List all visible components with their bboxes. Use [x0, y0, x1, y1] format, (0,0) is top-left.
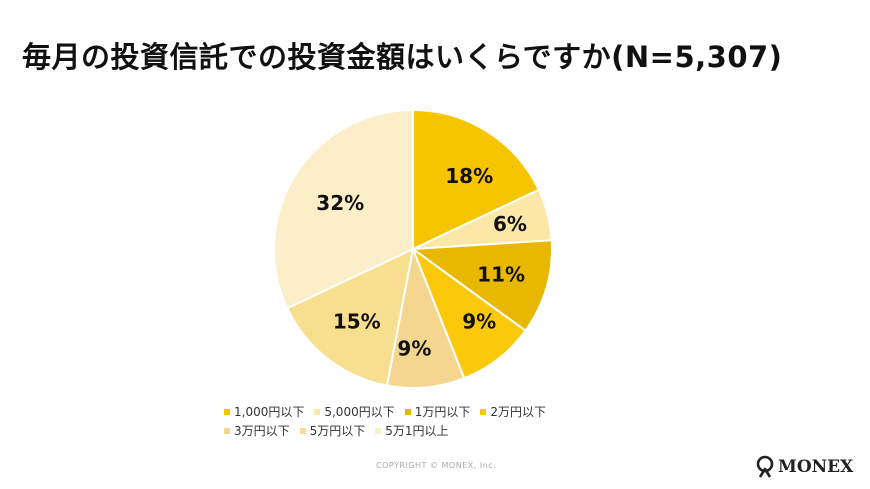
- pie-value-label: 15%: [333, 309, 381, 333]
- legend-label: 5万1円以上: [385, 424, 449, 438]
- legend-item: 1,000円以下: [224, 403, 304, 420]
- legend-item: 3万円以下: [224, 422, 290, 439]
- pie-value-label: 32%: [316, 191, 364, 215]
- pie-value-label: 9%: [462, 309, 496, 333]
- pie-slice: [412, 108, 541, 251]
- monex-logo-icon: [756, 455, 774, 478]
- legend-swatch: [480, 408, 487, 415]
- pie-slice: [410, 239, 553, 333]
- legend-item: 5万円以下: [299, 422, 366, 439]
- pie-value-label: 18%: [445, 164, 493, 188]
- legend-item: 5,000円以下: [314, 403, 395, 420]
- pie-slice: [285, 247, 415, 387]
- legend-label: 3万円以下: [234, 424, 290, 438]
- chart-title: 毎月の投資信託での投資金額はいくらですか(N=5,307): [22, 40, 783, 74]
- legend-swatch: [375, 427, 382, 434]
- pie-value-label: 11%: [477, 263, 525, 287]
- pie-slice: [410, 246, 527, 380]
- legend-swatch: [224, 427, 230, 434]
- legend-swatch: [299, 427, 306, 434]
- legend-row-2: 3万円以下 5万円以下 5万1円以上: [224, 421, 624, 440]
- legend-row-1: 1,000円以下 5,000円以下 1万円以下 2万円以下: [224, 402, 624, 421]
- legend-label: 5万円以下: [309, 424, 366, 438]
- legend-swatch: [224, 408, 230, 415]
- pie-slices: [273, 108, 553, 389]
- legend-item: 5万1円以上: [375, 422, 449, 439]
- legend-label: 1,000円以下: [234, 405, 305, 419]
- copyright-text: COPYRIGHT © MONEX, Inc.: [376, 461, 497, 470]
- legend-label: 1万円以下: [414, 405, 471, 419]
- legend-swatch: [314, 408, 321, 415]
- pie-value-label: 6%: [493, 212, 527, 236]
- pie-value-labels: 18%6% 11% 9% 9% 15% 32%: [316, 164, 527, 360]
- legend-swatch: [404, 408, 411, 415]
- legend: 1,000円以下 5,000円以下 1万円以下 2万円以下 3万円以下 5万円以…: [224, 402, 624, 440]
- pie-value-label: 9%: [397, 337, 431, 361]
- legend-label: 2万円以下: [490, 405, 546, 419]
- pie-slice: [385, 245, 466, 389]
- logo-text: MONEX: [778, 457, 854, 477]
- legend-item: 1万円以下: [404, 403, 471, 420]
- legend-label: 5,000円以下: [324, 405, 395, 419]
- pie-slice: [273, 108, 414, 310]
- legend-item: 2万円以下: [480, 403, 546, 420]
- monex-logo: MONEX: [754, 455, 853, 479]
